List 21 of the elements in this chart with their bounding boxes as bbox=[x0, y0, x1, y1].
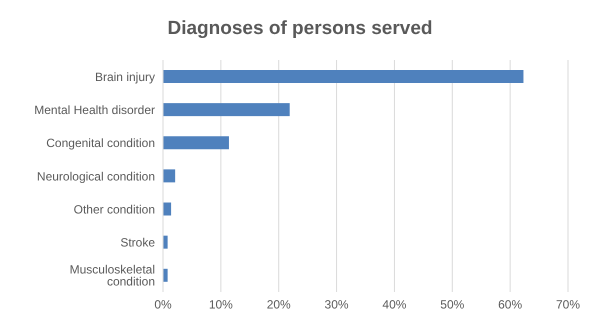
x-tick-label: 10% bbox=[208, 298, 234, 312]
x-tick-label: 50% bbox=[440, 298, 465, 312]
x-tick-label: 70% bbox=[556, 298, 580, 312]
y-tick-label: Stroke bbox=[120, 236, 156, 250]
y-tick-label: Neurological condition bbox=[36, 169, 155, 184]
bar bbox=[163, 70, 524, 83]
x-tick-label: 30% bbox=[324, 298, 349, 312]
bar bbox=[163, 169, 176, 182]
y-tick-label: Congenital condition bbox=[46, 136, 155, 150]
bar bbox=[163, 103, 290, 116]
bar bbox=[163, 136, 229, 150]
x-tick-label: 20% bbox=[266, 298, 292, 312]
x-tick-label: 0% bbox=[154, 298, 172, 312]
x-tick-label: 40% bbox=[382, 298, 407, 312]
y-tick-label: Mental Health disorder bbox=[34, 102, 155, 117]
y-tick-label: Musculoskeletal condition bbox=[70, 262, 155, 289]
x-tick-label: 60% bbox=[498, 298, 522, 312]
bar bbox=[163, 202, 172, 216]
y-tick-label: Brain injury bbox=[94, 70, 155, 84]
chart-title: Diagnoses of persons served bbox=[166, 17, 434, 41]
y-tick-label: Other condition bbox=[74, 202, 155, 216]
